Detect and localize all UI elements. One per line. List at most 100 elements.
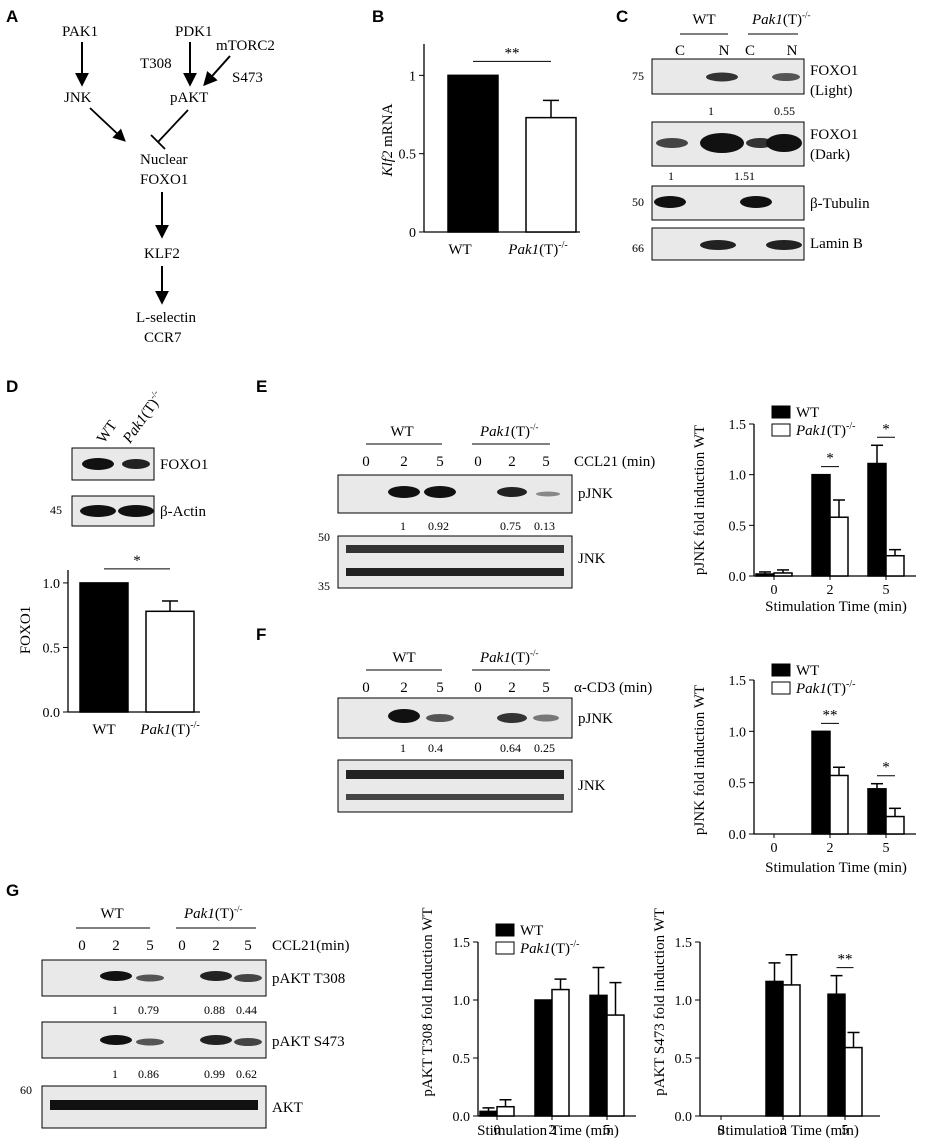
node-lselectin: L-selectin	[136, 310, 196, 326]
band	[740, 196, 772, 208]
bar	[829, 774, 849, 835]
band	[234, 1038, 262, 1046]
y-tick-label: 0.5	[453, 1052, 471, 1067]
chart-g2-ylabel: pAKT S473 fold induction WT	[652, 908, 668, 1096]
chart-e-xlabel: Stimulation Time (min)	[765, 599, 907, 615]
f-group-wt: WT	[392, 650, 415, 666]
c-lane-1: C	[675, 43, 685, 59]
node-nuclear: Nuclear	[140, 152, 187, 168]
y-tick-label: 0.0	[675, 1110, 693, 1125]
svg-text:FOXO1: FOXO1	[18, 606, 34, 654]
band	[136, 1038, 164, 1046]
bar	[782, 984, 801, 1117]
x-tick-label: 2	[827, 583, 834, 598]
d-blot-actin-label: β-Actin	[160, 504, 206, 520]
f-time-1: 0	[362, 680, 370, 696]
band	[700, 240, 736, 250]
legend-label-wt: WT	[796, 663, 819, 679]
legend-label-pak: Pak1(T)-/-	[795, 421, 855, 439]
bar	[829, 516, 849, 577]
bar	[885, 815, 905, 835]
g-quant-s473-2: 0.86	[138, 1067, 159, 1081]
bar	[811, 730, 831, 835]
band	[766, 134, 802, 152]
band	[656, 138, 688, 148]
f-time-3: 5	[436, 680, 444, 696]
chart-g1-xlabel: Stimulation Time (min)	[477, 1123, 619, 1139]
y-tick-label: 0.5	[729, 777, 747, 792]
chart-b-ylabel: Klf2 mRNA	[380, 103, 396, 177]
panel-letter-f: F	[256, 625, 266, 644]
y-tick-label: 1.0	[729, 725, 747, 740]
y-tick-label: 1.0	[729, 469, 747, 484]
y-tick-label: 1.5	[453, 936, 471, 951]
e-time-3: 5	[436, 454, 444, 470]
bar	[589, 994, 608, 1117]
node-t308: T308	[140, 56, 172, 72]
c-quant-dark-1: 1	[668, 169, 674, 183]
significance-mark: *	[133, 553, 141, 569]
f-blot-jnk-label: JNK	[578, 778, 606, 794]
legend-swatch-pak	[495, 941, 515, 955]
x-tick-label: 5	[883, 841, 890, 856]
bar	[606, 1014, 625, 1117]
g-group-wt: WT	[100, 906, 123, 922]
y-tick-label: 0.0	[729, 828, 747, 843]
y-tick-label: 0.5	[729, 519, 747, 534]
band	[80, 505, 116, 517]
band	[388, 486, 420, 498]
g-quant-t308-2: 0.79	[138, 1003, 159, 1017]
node-pdk1: PDK1	[175, 24, 213, 40]
f-group-pak: Pak1(T)-/-	[479, 648, 538, 666]
legend-swatch-pak	[771, 423, 791, 437]
x-tick-label: 0	[718, 1123, 725, 1138]
panel-e: E WT Pak1(T)-/- 0 2 5 0 2 5 CCL21 (min) …	[256, 377, 916, 615]
band	[346, 794, 564, 800]
x-tick-label: 5	[883, 583, 890, 598]
legend-swatch-pak	[771, 681, 791, 695]
f-time-2: 2	[400, 680, 408, 696]
bar	[496, 1105, 515, 1117]
band	[766, 240, 802, 250]
inhibit-bar	[150, 134, 166, 150]
significance-mark: *	[882, 760, 890, 776]
band	[426, 714, 454, 722]
f-time-6: 5	[542, 680, 550, 696]
chart-d-xlabel-wt: WT	[92, 722, 115, 738]
y-tick-label: 0	[409, 226, 416, 241]
y-tick-label: 1.0	[675, 994, 693, 1009]
c-blot2-label2: (Dark)	[810, 147, 850, 163]
y-tick-label: 1.5	[675, 936, 693, 951]
bar	[534, 999, 553, 1117]
g-time-1: 0	[78, 938, 86, 954]
significance-mark: **	[838, 952, 853, 968]
f-quant-2: 0.4	[428, 741, 443, 755]
f-time-5: 2	[508, 680, 516, 696]
d-lane-pak: Pak1(T)-/-	[120, 388, 162, 447]
e-quant-1: 1	[400, 519, 406, 533]
g-time-6: 5	[244, 938, 252, 954]
band	[346, 568, 564, 576]
bar	[844, 1046, 863, 1117]
bar	[867, 788, 887, 835]
panel-letter-e: E	[256, 377, 267, 396]
node-klf2: KLF2	[144, 246, 180, 262]
panel-letter-b: B	[372, 7, 384, 26]
c-quant-light-2: 0.55	[774, 104, 795, 118]
band	[346, 770, 564, 779]
node-foxo1: FOXO1	[140, 172, 188, 188]
node-mtorc2: mTORC2	[216, 38, 275, 54]
significance-mark: **	[505, 45, 520, 61]
node-s473: S473	[232, 70, 263, 86]
e-time-1: 0	[362, 454, 370, 470]
significance-mark: **	[823, 707, 838, 723]
legend-label-wt: WT	[796, 405, 819, 421]
legend-label-pak: Pak1(T)-/-	[795, 679, 855, 697]
band	[200, 1035, 232, 1045]
c-marker-75: 75	[632, 69, 644, 83]
node-jnk: JNK	[64, 90, 92, 106]
y-tick-label: 1.5	[729, 674, 747, 689]
c-blot4-label1: Lamin B	[810, 236, 863, 252]
f-quant-1: 1	[400, 741, 406, 755]
